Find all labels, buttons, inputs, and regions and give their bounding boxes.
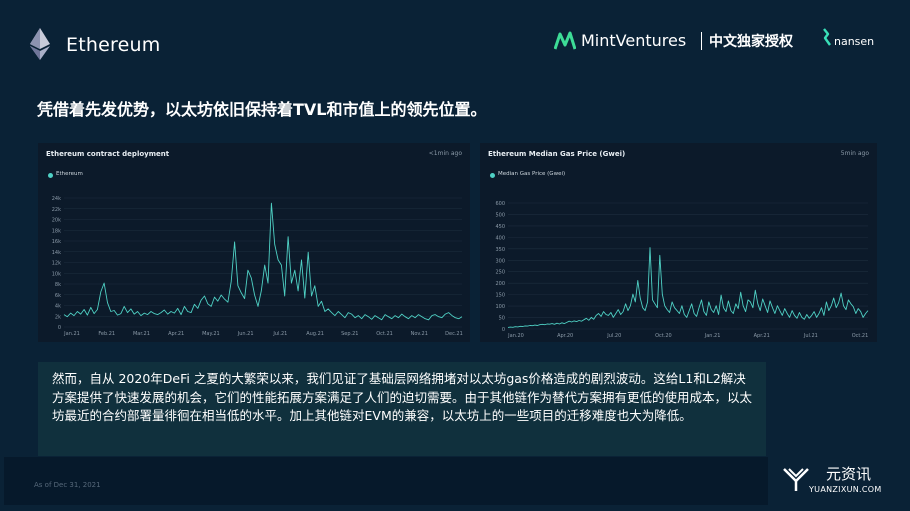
y-tick-label: 10k [52,271,61,277]
chart-plot: 0 50 100 150 200 250 300 350 400 450 500 600 Jan.20 A… [495,201,869,339]
y-tick-label: 14k [52,250,61,256]
y-tick-label: 200 [495,281,505,287]
y-tick-label: 6k [55,293,61,299]
chart-updated-label: <1min ago [428,150,462,157]
x-tick-label: Jun.21 [237,331,254,337]
y-tick-label: 20k [52,218,61,224]
x-tick-label: Oct.21 [376,331,393,337]
y-tick-label: 0 [58,325,61,331]
legend-label: Median Gas Price (Gwei) [498,171,566,177]
commentary-box: 然而，自从 2020年DeFi 之夏的大繁荣以来，我们见证了基础层网络拥堵对以太… [38,362,766,456]
series-line [507,247,869,328]
watermark-cn: 元资讯 [826,465,872,483]
x-tick-label: Jul.21 [272,331,287,337]
watermark-en: YUANZIXUN.COM [809,485,882,494]
x-tick-label: Feb.21 [98,331,115,337]
legend-swatch [490,173,495,178]
header-bar: Ethereum MintVentures 中文独家授权 nansen [0,0,910,80]
y-tick-label: 500 [495,212,505,218]
commentary-text: 然而，自从 2020年DeFi 之夏的大繁荣以来，我们见证了基础层网络拥堵对以太… [52,371,753,423]
nansen-logo-icon [823,28,831,46]
as-of-date: As of Dec 31, 2021 [34,481,101,489]
y-tick-label: 300 [495,258,505,264]
x-tick-label: Oct.20 [655,333,672,339]
footer-bar: As of Dec 31, 2021 [4,457,768,505]
x-tick-label: Aug.21 [306,331,324,337]
x-tick-label: Jan.21 [704,333,721,339]
x-tick-label: Sep.21 [341,331,358,337]
y-tick-label: 18k [52,228,61,234]
series-line [63,202,463,321]
license-label: 中文独家授权 [709,34,793,50]
y-tick-label: 50 [499,316,505,322]
x-tick-label: May.21 [202,331,220,337]
y-tick-label: 0 [502,327,505,333]
x-tick-label: Nov.21 [411,331,428,337]
chart-title: Ethereum contract deployment [46,150,170,158]
x-tick-label: Apr.20 [557,333,573,339]
legend-label: Ethereum [56,171,83,177]
y-tick-label: 8k [55,282,61,288]
x-tick-label: Jul.21 [803,333,818,339]
x-tick-label: Jan.20 [507,333,524,339]
y-tick-label: 100 [495,304,505,310]
y-tick-label: 4k [55,304,61,310]
legend-swatch [48,173,53,178]
y-tick-label: 400 [495,235,505,241]
headline: 凭借着先发优势，以太坊依旧保持着TVL和市值上的领先位置。 [37,100,487,119]
chart-plot: 0 2k 4k 6k 8k 10k 12k 14k 16k 18k 20k 22k 24k Jan.21 F… [52,196,463,337]
y-tick-label: 24k [52,196,61,202]
y-tick-label: 12k [52,261,61,267]
mint-ventures-name: MintVentures [581,31,687,50]
chart-updated-label: 5min ago [840,150,869,157]
y-tick-label: 16k [52,239,61,245]
x-tick-label: Apr.21 [168,331,184,337]
y-tick-label: 600 [495,201,505,207]
y-tick-label: 350 [495,247,505,253]
x-tick-label: Dec.21 [445,331,463,337]
y-tick-label: 150 [495,293,505,299]
brand-name: Ethereum [66,34,161,56]
x-tick-label: Jul.20 [606,333,621,339]
y-tick-label: 2k [55,314,61,320]
mint-ventures-logo-icon [554,31,576,50]
median-gas-price-chart: Ethereum Median Gas Price (Gwei) 5min ag… [480,143,877,342]
ethereum-logo-icon [30,28,50,60]
y-tick-label: 250 [495,270,505,276]
y-tick-label: 450 [495,224,505,230]
x-tick-label: Oct.21 [852,333,869,339]
y-tick-label: 22k [52,207,61,213]
header-divider [701,32,702,50]
contract-deployment-chart: Ethereum contract deployment <1min ago E… [38,143,470,342]
nansen-name: nansen [834,35,875,48]
x-tick-label: Mar.21 [133,331,150,337]
chart-title: Ethereum Median Gas Price (Gwei) [488,150,626,158]
yuanzixun-logo-icon [783,468,809,491]
x-tick-label: Apr.21 [754,333,770,339]
x-tick-label: Jan.21 [63,331,80,337]
